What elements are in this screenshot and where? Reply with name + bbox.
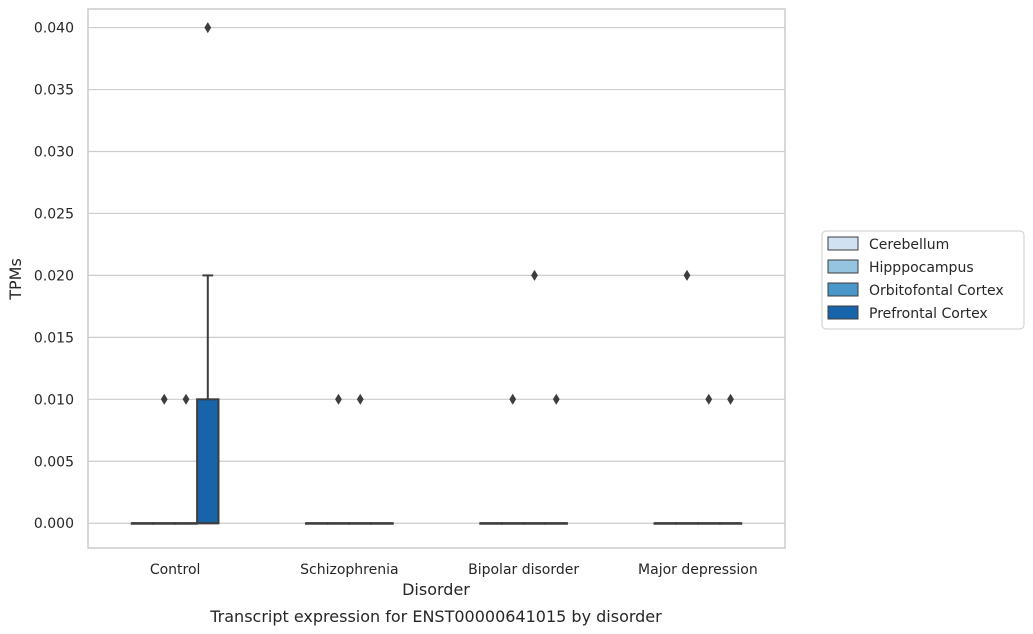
legend-label: Hipppocampus — [869, 260, 974, 276]
box-2-0 — [479, 522, 503, 525]
box-1-1 — [326, 522, 351, 525]
box-2-3 — [544, 522, 568, 525]
legend-frame — [821, 230, 1025, 330]
y-tick-label: 0.025 — [34, 206, 74, 222]
outlier-point — [531, 269, 538, 281]
plot-frame — [87, 8, 786, 549]
y-tick-label: 0.020 — [34, 268, 74, 284]
box-3-1 — [675, 522, 699, 525]
box-iqr — [196, 398, 220, 525]
outlier-point — [683, 269, 691, 281]
box-0-1 — [152, 522, 176, 525]
y-tick-label: 0.000 — [34, 516, 74, 532]
y-tick-label: 0.005 — [34, 454, 74, 470]
y-tick-labels: 0.000 0.005 0.010 0.015 0.020 0.025 0.030 0.035… — [34, 21, 74, 533]
outlier-point — [335, 393, 342, 405]
gridlines — [88, 26, 785, 524]
y-tick-label: 0.015 — [34, 330, 74, 346]
y-tick-label: 0.040 — [34, 21, 74, 37]
box-0-2 — [174, 522, 198, 525]
box-0-0 — [130, 522, 155, 525]
box-3-0 — [653, 522, 677, 525]
x-tick-label: Control — [150, 562, 201, 578]
outlier-point — [160, 393, 168, 405]
x-tick-label: Major depression — [638, 562, 758, 578]
legend: Cerebellum Hipppocampus Orbitofontal Corte… — [821, 230, 1025, 330]
box-3-3 — [718, 522, 743, 525]
chart-caption: Transcript expression for ENST0000064101… — [209, 607, 662, 626]
outlier-point — [509, 393, 517, 405]
legend-label: Cerebellum — [869, 237, 949, 253]
outlier-point — [204, 22, 212, 34]
outlier-point — [552, 393, 560, 405]
x-axis-label: Disorder — [402, 580, 470, 599]
box-2-1 — [501, 522, 525, 525]
legend-swatch — [827, 236, 859, 251]
boxes — [130, 274, 743, 525]
y-axis-label: TPMs — [6, 258, 25, 301]
x-tick-labels: Control Schizophrenia Bipolar disorder Majo… — [150, 562, 758, 578]
x-tick-label: Schizophrenia — [300, 562, 398, 578]
box-2-2 — [522, 522, 547, 525]
outliers — [160, 22, 734, 405]
outlier-point — [727, 393, 734, 405]
y-tick-label: 0.030 — [34, 144, 74, 160]
outlier-point — [356, 393, 364, 405]
legend-swatch — [827, 305, 859, 320]
legend-swatch — [827, 259, 859, 274]
outlier-point — [182, 393, 190, 405]
box-3-2 — [697, 522, 721, 525]
box-1-3 — [370, 522, 394, 525]
outlier-point — [705, 393, 713, 405]
box-1-2 — [348, 522, 372, 525]
box-1-0 — [305, 522, 329, 525]
y-tick-label: 0.010 — [34, 392, 74, 408]
legend-label: Prefrontal Cortex — [869, 306, 988, 322]
legend-label: Orbitofontal Cortex — [869, 283, 1004, 299]
box-0-3 — [196, 274, 220, 525]
y-tick-label: 0.035 — [34, 83, 74, 99]
x-tick-label: Bipolar disorder — [468, 562, 579, 578]
legend-swatch — [827, 282, 859, 297]
